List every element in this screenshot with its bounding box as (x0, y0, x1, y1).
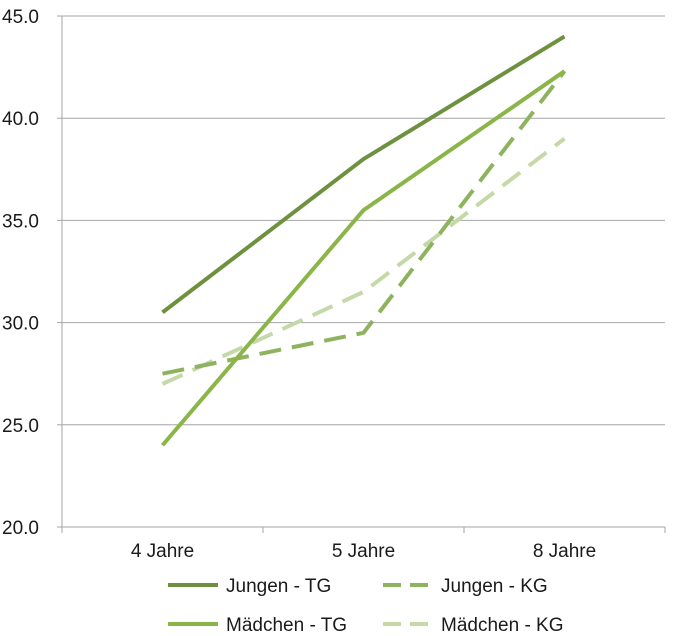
y-tick-label: 35.0 (2, 211, 39, 232)
legend-item: Mädchen - KG (383, 615, 564, 636)
y-axis-ticks: 20.0 25.0 30.0 35.0 40.0 45.0 (2, 7, 62, 539)
x-tick-label: 4 Jahre (131, 541, 194, 562)
legend-label: Mädchen - TG (226, 615, 347, 636)
x-axis-ticks: 4 Jahre 5 Jahre 8 Jahre (61, 527, 666, 562)
y-tick-label: 40.0 (2, 109, 39, 130)
y-tick-label: 45.0 (2, 7, 39, 28)
series-line-jungen-tg (161, 34, 566, 314)
y-tick-label: 30.0 (2, 314, 39, 335)
series-line-mädchen-kg (161, 137, 566, 386)
x-tick-label: 8 Jahre (533, 541, 596, 562)
gridlines (62, 15, 665, 426)
y-tick-label: 25.0 (2, 416, 39, 437)
y-tick-label: 20.0 (2, 518, 39, 539)
series-line-jungen-kg (162, 69, 567, 376)
legend-label: Mädchen - KG (441, 615, 564, 636)
legend-item: Jungen - KG (383, 576, 548, 597)
legend-label: Jungen - TG (226, 576, 331, 597)
series-line-mädchen-tg (160, 69, 566, 447)
legend-label: Jungen - KG (441, 576, 548, 597)
legend: Jungen - TG Jungen - KG Mädchen - TG Mädche… (168, 576, 564, 636)
axes (61, 16, 665, 528)
x-tick-label: 5 Jahre (332, 541, 395, 562)
series-lines (160, 34, 567, 447)
legend-item: Jungen - TG (168, 576, 331, 597)
legend-item: Mädchen - TG (168, 615, 347, 636)
